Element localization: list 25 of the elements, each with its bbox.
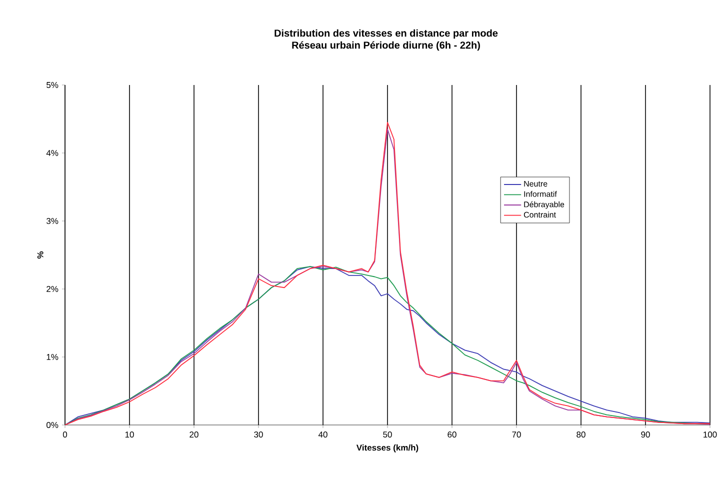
x-tick-label: 20 xyxy=(190,432,198,438)
legend-label: Contraint xyxy=(524,212,556,218)
x-tick-label: 90 xyxy=(641,432,650,438)
chart-title: Distribution des vitesses en distance par mode xyxy=(274,29,498,39)
y-tick-label: 3% xyxy=(46,218,58,224)
y-tick-label: 1% xyxy=(46,354,58,360)
legend-label: Débrayable xyxy=(524,201,564,209)
x-tick-label: 100 xyxy=(704,432,717,438)
legend-label: Informatif xyxy=(524,190,557,197)
y-tick-label: 2% xyxy=(46,286,58,292)
y-axis-title: % xyxy=(37,251,44,259)
x-tick-label: 70 xyxy=(512,432,521,438)
x-tick-label: 40 xyxy=(318,432,328,438)
y-tick-label: 0% xyxy=(46,422,58,428)
x-axis-title: Vitesses (km/h) xyxy=(356,444,418,452)
x-tick-label: 60 xyxy=(448,432,456,438)
y-tick-label: 5% xyxy=(46,82,58,88)
x-tick-label: 30 xyxy=(254,432,263,438)
chart-subtitle: Réseau urbain Période diurne (6h - 22h) xyxy=(292,41,480,51)
legend-label: Neutre xyxy=(524,180,548,187)
x-tick-label: 0 xyxy=(62,432,68,438)
x-tick-label: 10 xyxy=(125,432,134,438)
x-tick-label: 80 xyxy=(576,432,586,438)
x-tick-label: 50 xyxy=(383,432,392,438)
y-tick-label: 4% xyxy=(46,150,58,156)
